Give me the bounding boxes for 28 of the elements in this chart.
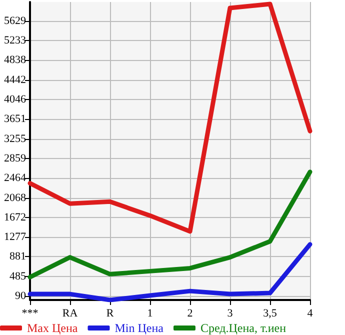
legend-label: Сред.Цена, т.иен <box>200 321 287 335</box>
y-tick-label: 1277 <box>4 231 26 244</box>
x-tick-label: RA <box>62 308 78 320</box>
y-tick-label: 485 <box>10 270 26 282</box>
y-tick-label: 4838 <box>4 54 26 66</box>
y-tick-label: 2068 <box>4 192 26 204</box>
y-tick-label: 4442 <box>4 74 26 86</box>
x-tick-label: 3,5 <box>263 308 278 320</box>
y-tick-label: 4046 <box>4 94 26 106</box>
x-tick-label: 1 <box>147 308 153 320</box>
legend-label: Max Цена <box>27 321 78 335</box>
x-tick-label: 4 <box>307 308 314 320</box>
line-series <box>28 170 312 280</box>
y-tick-label: 881 <box>10 250 26 263</box>
x-tick-label: *** <box>22 308 38 320</box>
y-tick-label: 3255 <box>4 132 26 145</box>
x-tick-label: R <box>106 308 114 320</box>
y-tick-label: 90 <box>15 290 26 302</box>
y-tick-label: 5629 <box>4 14 26 27</box>
y-tick-label: 3651 <box>4 113 26 126</box>
line-series <box>28 2 312 234</box>
y-tick-label: 2859 <box>4 152 26 164</box>
x-tick-label: 3 <box>227 308 234 320</box>
legend-label: Min Цена <box>114 321 164 335</box>
y-tick-label: 1672 <box>4 211 26 224</box>
y-tick-label: 5233 <box>4 34 26 47</box>
x-tick-label: 2 <box>187 308 193 320</box>
y-tick-label: 2464 <box>4 172 26 184</box>
